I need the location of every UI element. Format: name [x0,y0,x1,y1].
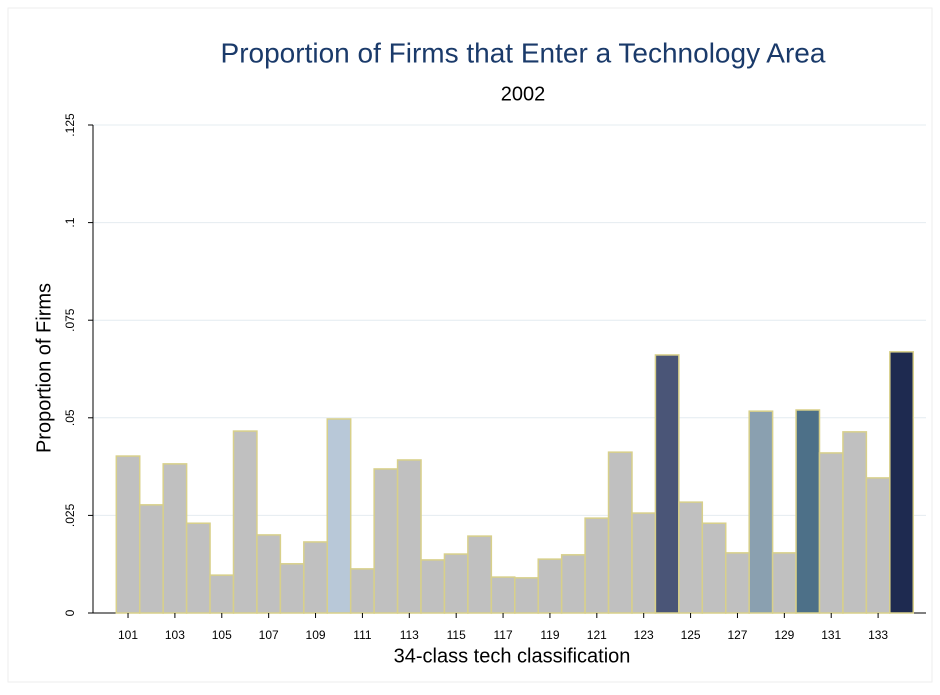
bar [889,351,915,614]
chart-subtitle: 2002 [501,83,546,105]
x-tick-label: 133 [868,628,888,642]
bar [373,468,399,614]
x-tick-label: 119 [540,628,559,642]
bar [256,534,282,614]
bar [818,452,844,614]
bar [771,552,797,614]
bar [420,559,446,614]
bar [138,504,164,614]
bar [748,410,774,614]
bar [724,552,750,614]
bar [654,354,680,614]
x-tick-label: 127 [727,628,747,642]
bar [584,517,610,614]
x-tick-label: 111 [353,628,372,642]
y-tick-label: .05 [63,409,77,426]
bar [209,574,235,614]
chart-title: Proportion of Firms that Enter a Technol… [221,37,826,68]
bar [490,576,516,614]
y-axis-label: Proportion of Firms [33,283,55,453]
x-tick-label: 129 [774,628,794,642]
x-tick-label: 107 [259,628,279,642]
bar [467,535,493,614]
y-tick-label: 0 [63,609,77,616]
bar [396,459,422,614]
bar [678,501,704,614]
bar [560,554,586,614]
y-tick-label: .025 [63,503,77,527]
bar [232,430,258,614]
y-tick-label: .1 [63,217,77,227]
bar [842,431,868,614]
bar [607,451,633,614]
y-tick-label: .075 [63,308,77,332]
bar [443,553,469,614]
x-tick-label: 125 [681,628,701,642]
x-tick-label: 105 [212,628,232,642]
x-axis-label: 34-class tech classification [394,645,631,667]
bar [795,409,821,614]
bar [185,522,211,614]
bar [303,541,329,614]
x-tick-label: 113 [400,628,419,642]
bar [514,577,539,614]
bar [162,463,188,614]
x-tick-label: 131 [821,628,841,642]
x-tick-label: 101 [118,628,138,642]
bar [326,418,352,614]
bar [115,455,141,614]
x-tick-label: 121 [587,628,607,642]
x-tick-label: 103 [165,628,185,642]
x-tick-label: 115 [447,628,466,642]
bar [631,512,657,614]
bar [349,568,375,614]
y-tick-label: .125 [63,113,77,137]
bar [865,477,891,614]
bar [701,522,727,614]
x-tick-label: 109 [306,628,326,642]
bar [537,558,563,614]
x-tick-label: 117 [493,628,512,642]
bar [279,563,305,614]
x-tick-label: 123 [634,628,654,642]
